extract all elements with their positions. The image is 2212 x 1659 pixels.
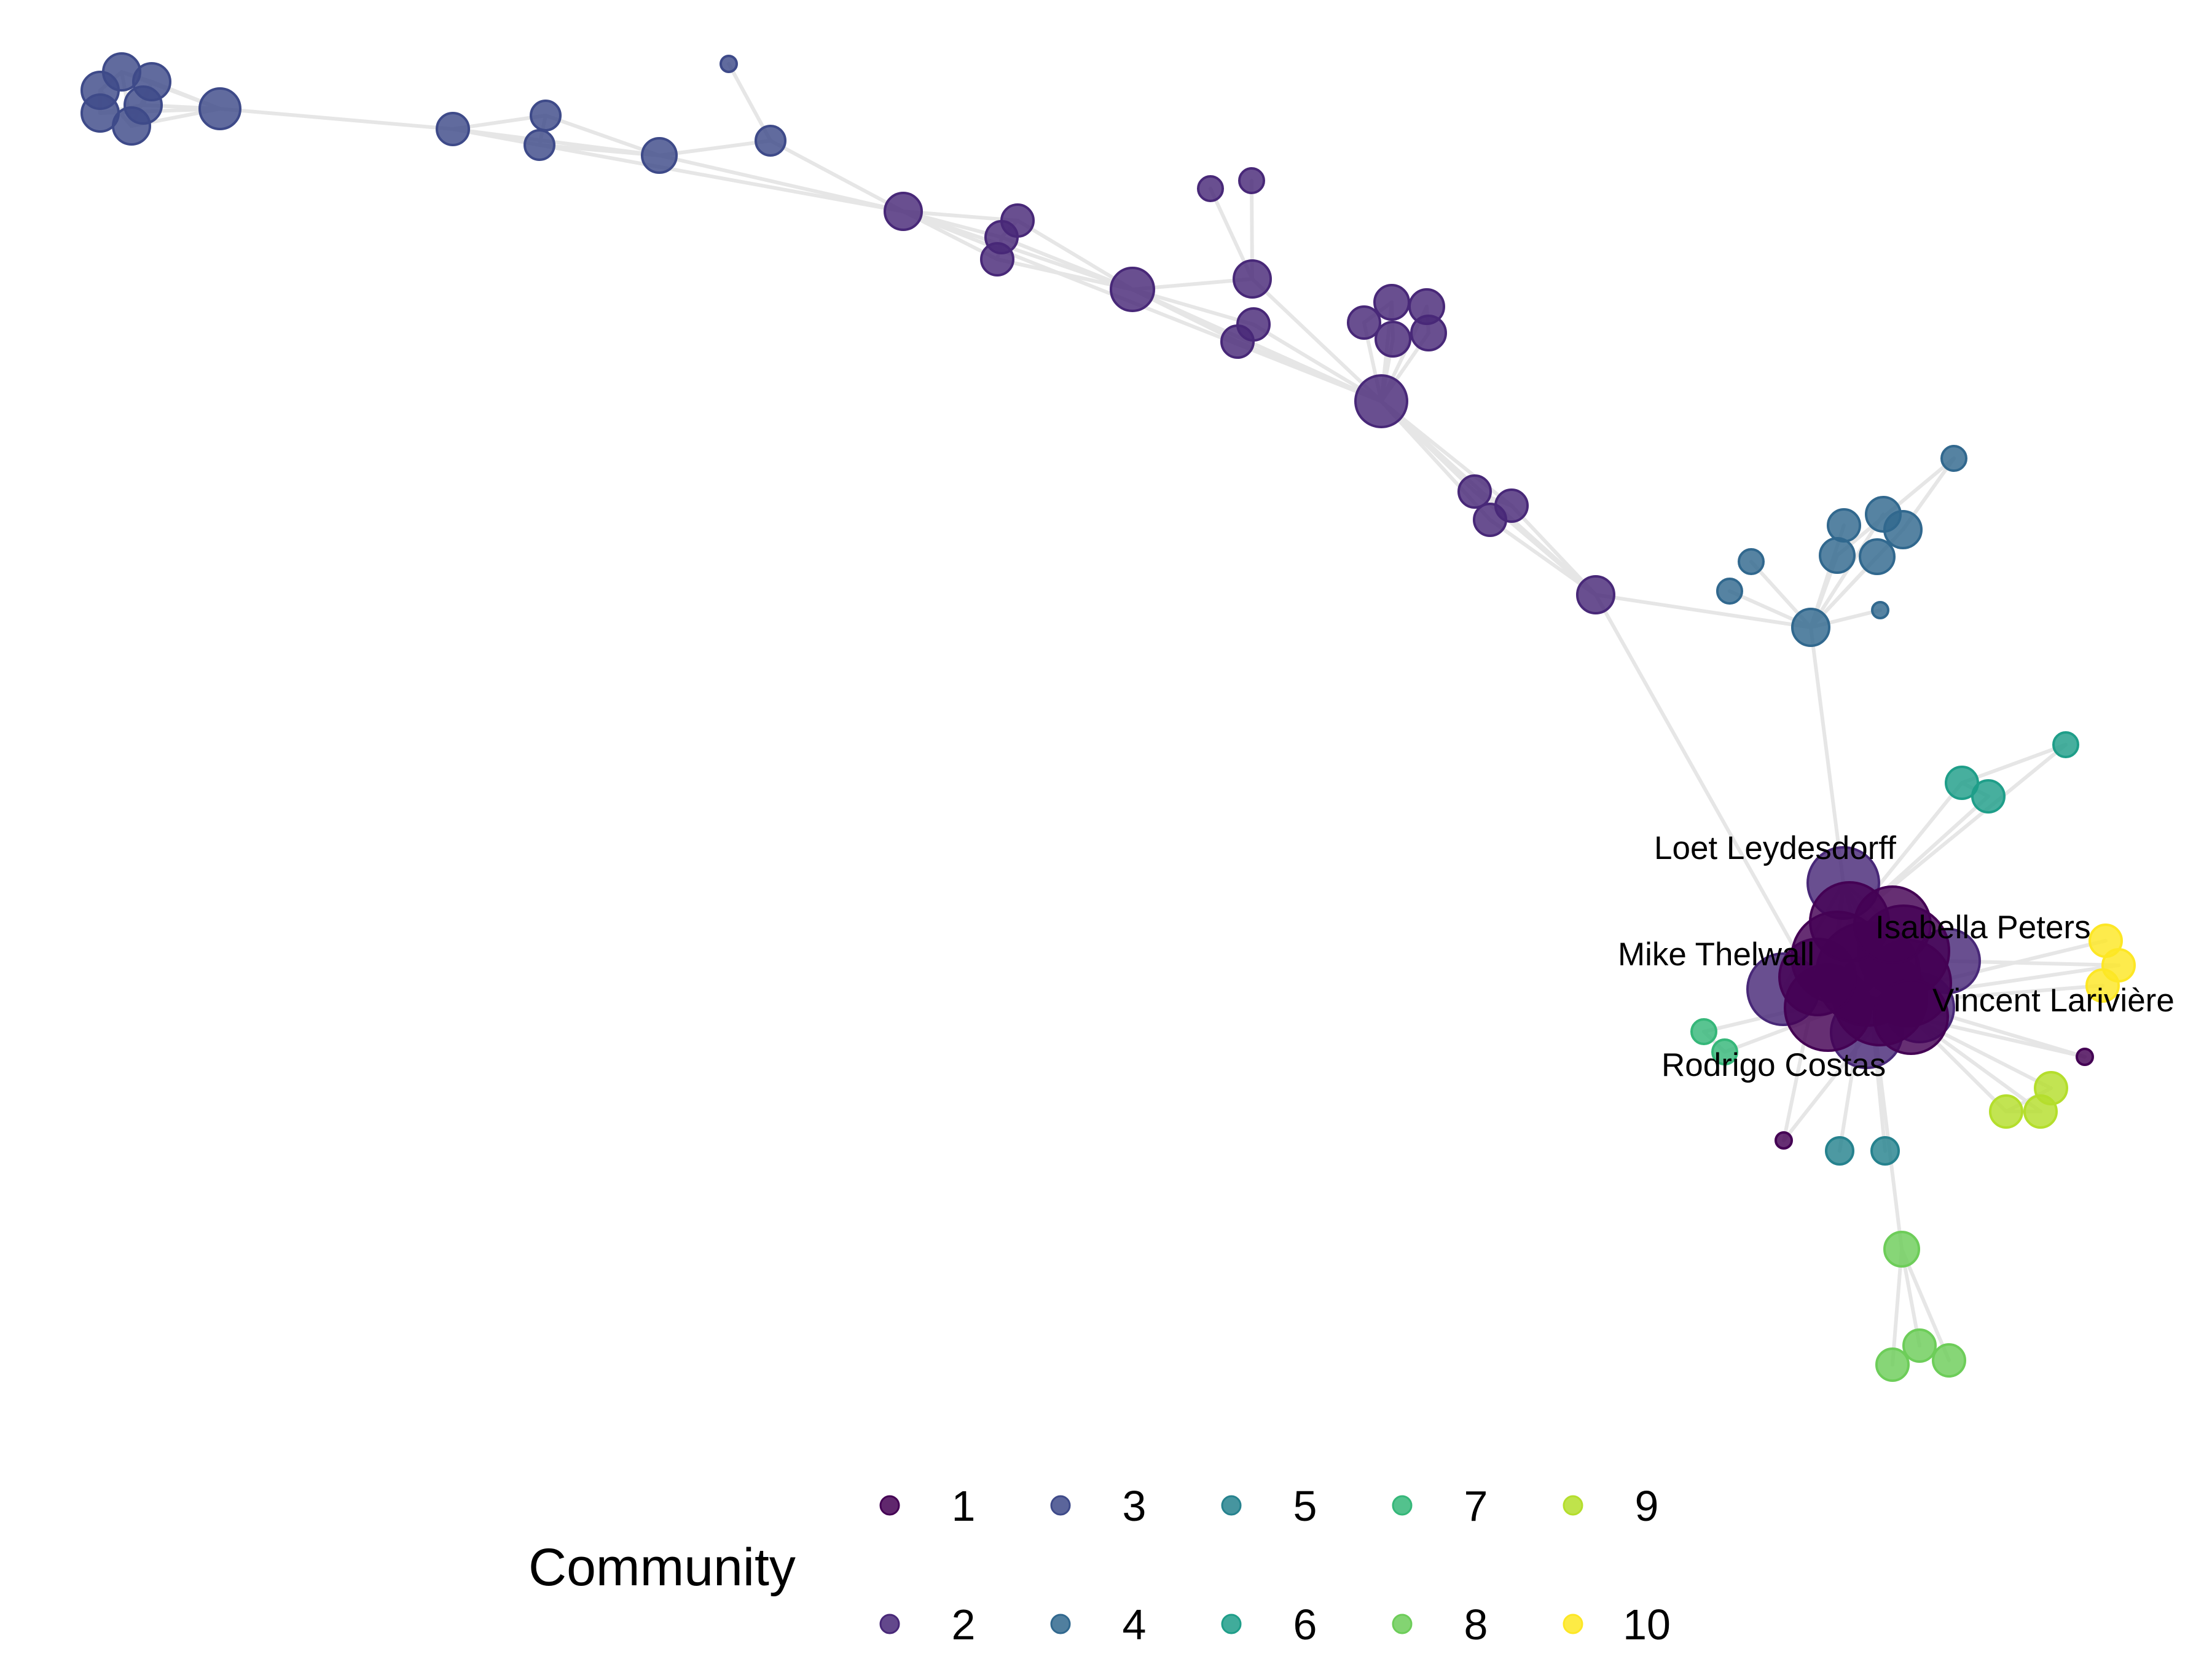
edge bbox=[1488, 518, 1598, 597]
legend-key-8 bbox=[1392, 1614, 1413, 1634]
node-community-2 bbox=[1233, 259, 1272, 299]
node-community-10 bbox=[2085, 968, 2120, 1003]
node-community-4 bbox=[1871, 601, 1889, 619]
node-community-3 bbox=[112, 106, 151, 146]
legend-label-8: 8 bbox=[1464, 1601, 1488, 1649]
node-community-2 bbox=[1347, 305, 1381, 340]
node-community-9 bbox=[1989, 1094, 2023, 1129]
node-community-2 bbox=[1110, 267, 1155, 312]
node-community-6 bbox=[1971, 779, 2006, 814]
node-community-4 bbox=[1859, 538, 1896, 575]
node-community-8 bbox=[1932, 1343, 1966, 1378]
node-community-4 bbox=[1827, 508, 1861, 543]
label-loet-leydesdorff: Loet Leydesdorff bbox=[1654, 830, 1896, 866]
label-vincent-lariviere: Vincent Larivière bbox=[1932, 982, 2175, 1019]
edge bbox=[769, 139, 905, 213]
legend-label-9: 9 bbox=[1635, 1482, 1659, 1530]
node-community-7 bbox=[1711, 1038, 1738, 1065]
node-community-2 bbox=[1238, 167, 1265, 194]
edge bbox=[1250, 277, 1383, 403]
node-community-4 bbox=[1883, 510, 1923, 549]
edge bbox=[1510, 504, 1598, 597]
node-community-8 bbox=[1875, 1347, 1910, 1382]
legend-label-3: 3 bbox=[1123, 1482, 1147, 1530]
legend-key-3 bbox=[1050, 1495, 1071, 1516]
legend-label-5: 5 bbox=[1293, 1482, 1317, 1530]
legend-key-6 bbox=[1221, 1614, 1242, 1634]
edge bbox=[1594, 593, 1830, 1010]
node-community-2 bbox=[1354, 374, 1408, 428]
node-community-5 bbox=[1825, 1136, 1854, 1166]
node-community-3 bbox=[755, 125, 786, 157]
node-community-9 bbox=[2023, 1094, 2058, 1129]
nodes-layer bbox=[80, 52, 2136, 1382]
node-community-8 bbox=[1883, 1231, 1920, 1268]
legend-label-7: 7 bbox=[1464, 1482, 1488, 1530]
node-community-8 bbox=[1902, 1328, 1937, 1363]
edge bbox=[901, 210, 1134, 291]
node-community-4 bbox=[1791, 608, 1830, 647]
label-rodrigo-costas: Rodrigo Costas bbox=[1661, 1047, 1886, 1083]
edge bbox=[538, 143, 905, 213]
legend-label-6: 6 bbox=[1293, 1601, 1317, 1649]
node-community-3 bbox=[198, 87, 241, 130]
node-community-6 bbox=[2052, 731, 2079, 758]
node-community-2 bbox=[1457, 474, 1492, 509]
node-community-1 bbox=[1873, 979, 1949, 1055]
node-community-3 bbox=[530, 100, 562, 131]
edge bbox=[544, 114, 661, 157]
legend-label-1: 1 bbox=[952, 1482, 976, 1530]
edge bbox=[657, 139, 772, 157]
node-community-3 bbox=[641, 137, 678, 174]
node-community-2 bbox=[1473, 503, 1507, 537]
legend-label-10: 10 bbox=[1623, 1601, 1671, 1649]
node-community-1 bbox=[2076, 1048, 2094, 1066]
node-community-2 bbox=[1576, 575, 1615, 614]
node-community-4 bbox=[1716, 578, 1743, 605]
node-community-2 bbox=[980, 242, 1014, 276]
node-community-2 bbox=[1197, 175, 1224, 202]
edge bbox=[1000, 235, 1134, 291]
node-community-4 bbox=[1819, 537, 1856, 574]
legend-key-1 bbox=[879, 1495, 900, 1516]
edge bbox=[218, 107, 455, 131]
label-isabella-peters: Isabella Peters bbox=[1875, 909, 2091, 946]
node-community-3 bbox=[720, 55, 738, 73]
node-community-3 bbox=[436, 112, 470, 146]
node-community-4 bbox=[1940, 445, 1967, 472]
legend-key-10 bbox=[1563, 1614, 1583, 1634]
edge bbox=[1960, 743, 2068, 785]
node-community-1 bbox=[1853, 885, 1932, 964]
edge bbox=[1900, 1247, 1951, 1362]
legend-title: Community bbox=[528, 1538, 796, 1597]
edge bbox=[1594, 593, 1813, 629]
node-community-3 bbox=[524, 129, 555, 161]
legend: Community 1 2 3 4 5 6 7 8 9 10 bbox=[528, 1482, 1671, 1649]
node-community-2 bbox=[1373, 284, 1410, 321]
edges-layer bbox=[98, 62, 2120, 1367]
node-community-2 bbox=[884, 192, 923, 231]
edge bbox=[1809, 626, 1845, 885]
edge bbox=[657, 154, 905, 213]
node-community-1 bbox=[1775, 1131, 1793, 1150]
legend-key-7 bbox=[1392, 1495, 1413, 1516]
node-community-4 bbox=[1738, 548, 1765, 575]
node-community-2 bbox=[1220, 324, 1255, 359]
legend-key-4 bbox=[1050, 1614, 1071, 1634]
legend-label-2: 2 bbox=[952, 1601, 976, 1649]
edge bbox=[451, 127, 661, 157]
legend-key-5 bbox=[1221, 1495, 1242, 1516]
node-community-5 bbox=[1870, 1136, 1900, 1166]
node-labels: Loet Leydesdorff Isabella Peters Mike Th… bbox=[1618, 830, 2175, 1083]
node-community-7 bbox=[1690, 1018, 1717, 1045]
node-community-2 bbox=[1410, 315, 1447, 351]
edge bbox=[1891, 1247, 1904, 1367]
legend-key-9 bbox=[1563, 1495, 1583, 1516]
node-community-2 bbox=[1375, 321, 1411, 358]
edge bbox=[1131, 288, 1383, 403]
legend-label-4: 4 bbox=[1123, 1601, 1147, 1649]
label-mike-thelwall: Mike Thelwall bbox=[1618, 936, 1814, 973]
legend-key-2 bbox=[879, 1614, 900, 1634]
